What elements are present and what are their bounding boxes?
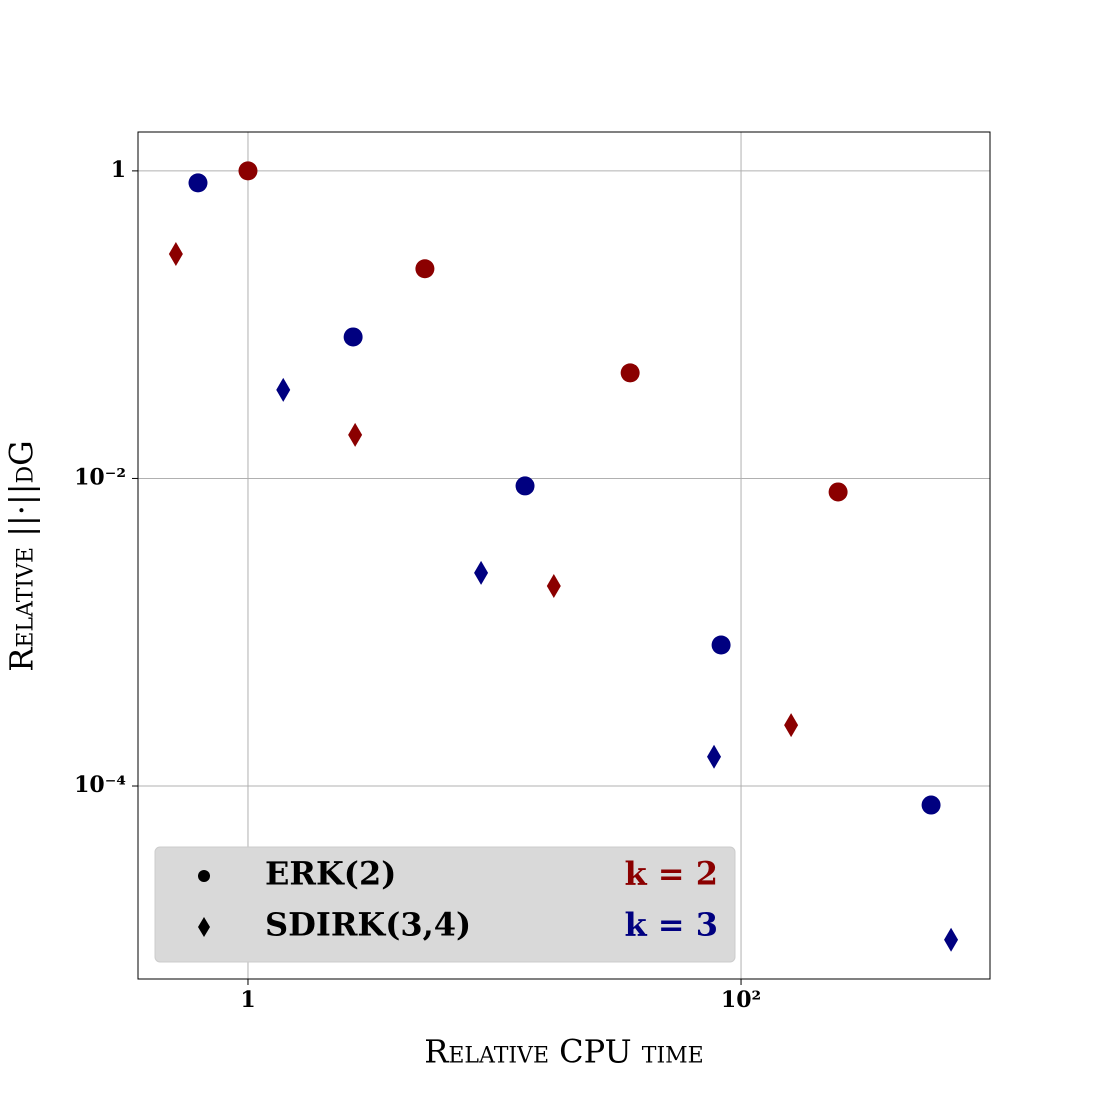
circle-marker: [238, 161, 258, 181]
y-axis-label: Relative ||·||dG: [3, 440, 41, 671]
legend-label: SDIRK(3,4): [265, 906, 471, 944]
diamond-marker: [474, 560, 489, 585]
legend-box: [154, 846, 736, 963]
circle-marker: [921, 795, 941, 815]
x-axis-label: Relative CPU time: [424, 1033, 703, 1071]
y-tick-label: 10⁻²: [74, 464, 126, 490]
x-tick-label: 1: [240, 987, 255, 1013]
diamond-marker: [784, 713, 799, 738]
diamond-marker: [944, 927, 959, 952]
circle-marker: [620, 363, 640, 383]
circle-marker: [415, 259, 435, 279]
diamond-marker: [168, 242, 183, 267]
y-tick-label: 1: [111, 157, 126, 183]
diamond-marker: [546, 573, 561, 598]
circle-marker: [711, 635, 731, 655]
legend-color-label: k = 2: [624, 855, 718, 893]
plot-frame: [137, 131, 991, 980]
circle-marker: [188, 173, 208, 193]
y-tick-label: 10⁻⁴: [74, 772, 126, 798]
legend: ERK(2) SDIRK(3,4) k = 2 k = 3: [154, 846, 736, 963]
diamond-marker: [276, 377, 291, 402]
circle-marker: [828, 482, 848, 502]
x-tick-label: 10²: [721, 987, 761, 1013]
circle-marker: [515, 476, 535, 496]
diamond-marker: [707, 744, 722, 769]
legend-marker: [198, 917, 210, 937]
legend-marker: [198, 870, 210, 882]
legend-color-label: k = 3: [624, 906, 718, 944]
circle-marker: [343, 327, 363, 347]
legend-label: ERK(2): [265, 855, 396, 893]
diamond-marker: [348, 422, 363, 447]
